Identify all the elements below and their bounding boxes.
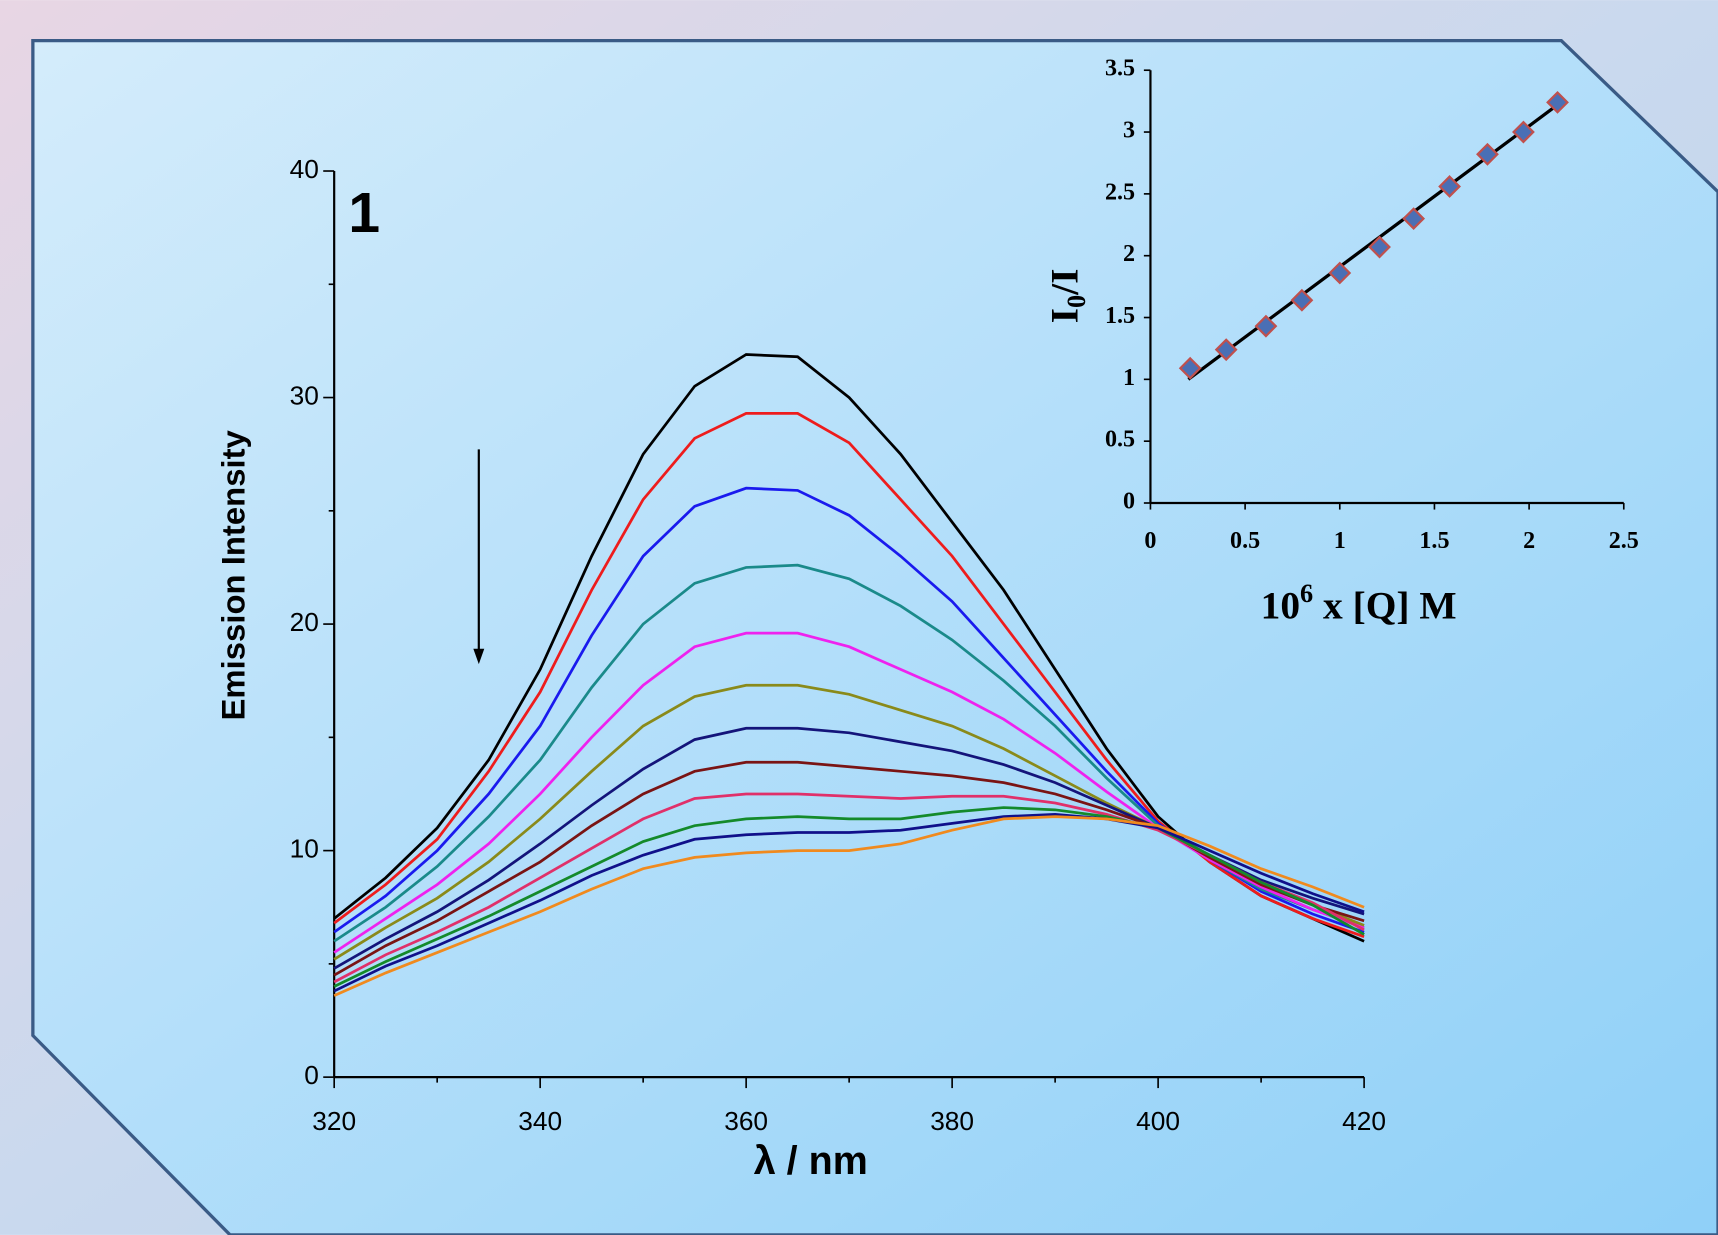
y-label-base: I — [1042, 308, 1086, 323]
y-tick-label: 0 — [1123, 489, 1135, 515]
inset-chart: 0 0.5 1 1.5 2 2.5 0 0.5 1 1.5 2 2.5 3 3.5 106 x [Q] M I… — [1042, 56, 1639, 628]
point — [1328, 261, 1352, 285]
x-tick-label: 340 — [518, 1106, 562, 1136]
y-tick-label: 40 — [290, 154, 319, 184]
y-label-sub: 0 — [1062, 295, 1091, 308]
y-tick-label: 2 — [1123, 241, 1135, 267]
y-tick-label: 10 — [290, 834, 319, 864]
x-label-base: 10 — [1261, 583, 1300, 627]
y-tick-label: 3.5 — [1105, 56, 1135, 82]
point — [1254, 314, 1278, 338]
point — [1402, 207, 1426, 231]
x-tick-label: 2 — [1523, 528, 1535, 554]
x-label-sup: 6 — [1300, 579, 1313, 608]
x-tick-label: 380 — [930, 1106, 974, 1136]
arrow-head — [473, 648, 485, 665]
y-tick-label: 1.5 — [1105, 303, 1135, 329]
line-series — [333, 812, 1365, 993]
panel-label: 1 — [348, 181, 380, 245]
point — [1438, 175, 1461, 198]
line-series — [333, 806, 1365, 988]
x-axis-label: λ / nm — [754, 1139, 868, 1183]
y-tick-label: 1 — [1123, 365, 1135, 391]
x-label-rest: x [Q] M — [1313, 583, 1456, 627]
x-tick-label: 400 — [1136, 1106, 1180, 1136]
x-tick-label: 2.5 — [1609, 528, 1639, 554]
y-axis-label: Emission Intensity — [214, 429, 251, 720]
y-tick-label: 3 — [1123, 118, 1135, 144]
x-tick-label: 360 — [724, 1106, 768, 1136]
x-tick-label: 1 — [1334, 528, 1346, 554]
y-tick-label: 30 — [290, 380, 319, 410]
x-tick-label: 0.5 — [1230, 528, 1260, 554]
y-tick-label: 20 — [290, 607, 319, 637]
fit-line — [1187, 103, 1559, 381]
point — [1368, 235, 1391, 259]
y-tick-label: 2.5 — [1105, 179, 1135, 205]
y-axis-label: I0/I — [1042, 269, 1091, 324]
x-tick-label: 420 — [1342, 1106, 1386, 1136]
y-tick-label: 0 — [304, 1060, 319, 1090]
point — [1476, 142, 1499, 166]
line-series — [333, 815, 1365, 997]
point — [1178, 356, 1202, 380]
point — [1512, 120, 1535, 144]
panel — [31, 38, 1718, 1235]
point — [1290, 288, 1314, 312]
x-axis-label: 106 x [Q] M — [1261, 579, 1457, 627]
y-tick-label: 0.5 — [1105, 427, 1135, 453]
x-tick-label: 0 — [1144, 528, 1156, 554]
x-tick-label: 1.5 — [1419, 528, 1449, 554]
x-tick-label: 320 — [312, 1106, 356, 1136]
point — [1214, 338, 1238, 362]
point — [1546, 90, 1569, 114]
y-label-rest: /I — [1042, 269, 1086, 296]
